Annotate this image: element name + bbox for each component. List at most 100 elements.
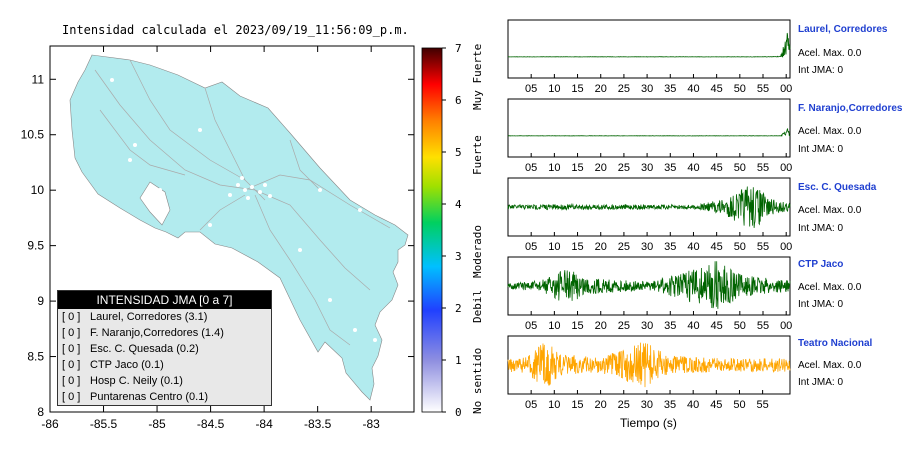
x-axis-label: Tiempo (s) (620, 416, 677, 430)
seismogram-trace (507, 186, 791, 228)
map-x-tick-label: -85 (148, 417, 166, 431)
panel-x-tick-label: 00 (780, 162, 792, 174)
colorbar-gradient (421, 47, 443, 413)
colorbar-tick-label: 6 (455, 94, 462, 107)
colorbar-tick-label: 7 (455, 42, 462, 55)
panel-x-tick-label: 35 (664, 320, 676, 332)
panel-x-tick-label: 45 (711, 320, 723, 332)
panel-x-tick-label: 35 (664, 162, 676, 174)
panel-x-tick-label: 15 (571, 83, 583, 95)
map-y-tick-label: 9 (37, 294, 44, 308)
seismogram-panel: 05 10 15 20 25 30 35 40 45 50 55 00 (507, 177, 792, 253)
panel-x-tick-label: 45 (710, 399, 722, 411)
panel-x-tick-label: 45 (711, 241, 723, 253)
panel-x-tick-label: 50 (734, 83, 746, 95)
panel-x-tick-label: 25 (618, 241, 630, 253)
legend-title: INTENSIDAD JMA [0 a 7] (58, 291, 271, 309)
panel-x-tick-label: 15 (571, 320, 583, 332)
panel-x-tick-label: 55 (757, 162, 769, 174)
map-y-tick-label: 9.5 (27, 239, 44, 253)
panel-int-jma: Int JMA: 0 (798, 223, 844, 234)
panel-acel-max: Acel. Max. 0.0 (798, 126, 862, 137)
panel-x-tick-label: 15 (571, 162, 583, 174)
map-x-tick-label: -84.5 (197, 417, 225, 431)
panel-x-tick-label: 35 (664, 83, 676, 95)
map-x-tick-label: -85.5 (90, 417, 118, 431)
panel-x-tick-label: 25 (618, 399, 630, 411)
panel-x-tick-label: 10 (548, 162, 560, 174)
legend-row: [ 0 ] Laurel, Corredores (3.1) (62, 311, 208, 323)
seismogram-trace (507, 127, 791, 137)
panel-acel-max: Acel. Max. 0.0 (798, 360, 862, 371)
panel-x-tick-label: 30 (641, 83, 653, 95)
legend-row: [ 0 ] Hosp C. Neily (0.1) (62, 375, 183, 387)
panel-x-tick-label: 20 (595, 320, 607, 332)
panel-x-tick-label: 30 (641, 399, 653, 411)
seismogram-trace (507, 261, 791, 309)
panel-x-tick-label: 10 (548, 320, 560, 332)
panel-x-tick-label: 05 (525, 399, 537, 411)
panel-x-tick-label: 15 (571, 241, 583, 253)
panel-x-tick-label: 40 (687, 320, 699, 332)
panel-title: F. Naranjo,Corredores (798, 103, 903, 114)
map-y-tick-label: 10 (31, 183, 45, 197)
panel-x-tick-label: 20 (594, 399, 606, 411)
map-y-tick-label: 8.5 (27, 350, 44, 364)
panel-x-tick-label: 20 (595, 162, 607, 174)
panel-int-jma: Int JMA: 0 (798, 377, 844, 388)
panel-acel-max: Acel. Max. 0.0 (798, 48, 862, 59)
panel-x-tick-label: 10 (548, 241, 560, 253)
colorbar-tick-label: 1 (455, 354, 462, 367)
country-land (69, 54, 409, 401)
panel-x-tick-label: 25 (618, 162, 630, 174)
panel-x-tick-label: 05 (525, 162, 537, 174)
panel-x-tick-label: 00 (780, 241, 792, 253)
panel-x-tick-label: 10 (548, 83, 560, 95)
gulf-nicoya (139, 181, 171, 226)
panel-x-tick-label: 55 (757, 83, 769, 95)
panel-x-tick-label: 35 (664, 399, 676, 411)
panel-x-tick-label: 50 (733, 399, 745, 411)
seismogram-panel: 05 10 15 20 25 30 35 40 45 50 55 00 (507, 19, 792, 95)
panel-x-tick-label: 50 (734, 241, 746, 253)
map-x-tick-label: -86 (41, 417, 59, 431)
panel-int-jma: Int JMA: 0 (798, 65, 844, 76)
legend-row: [ 0 ] Esc. C. Quesada (0.2) (62, 343, 199, 355)
panel-x-tick-label: 35 (664, 241, 676, 253)
map-y-tick-label: 8 (37, 405, 44, 419)
panel-x-tick-label: 10 (548, 399, 560, 411)
seismogram-panel: 05 10 15 20 25 30 35 40 45 50 55 00 (507, 98, 792, 174)
panel-x-tick-label: 05 (525, 320, 537, 332)
panel-x-tick-label: 50 (734, 320, 746, 332)
seismogram-trace (507, 32, 791, 58)
colorbar-tick-label: 0 (455, 406, 462, 419)
legend-row: [ 0 ] Puntarenas Centro (0.1) (62, 391, 209, 403)
panel-x-tick-label: 30 (641, 241, 653, 253)
map-y-tick-label: 11 (32, 72, 45, 86)
panel-x-tick-label: 45 (711, 83, 723, 95)
panel-x-tick-label: 50 (734, 162, 746, 174)
panel-title: CTP Jaco (798, 259, 844, 270)
panel-x-tick-label: 40 (687, 241, 699, 253)
colorbar-ticks: 7 6 5 4 3 2 1 0 (442, 42, 462, 419)
panel-acel-max: Acel. Max. 0.0 (798, 282, 862, 293)
panel-title: Teatro Nacional (798, 338, 873, 349)
map-x-tick-label: -84 (255, 417, 273, 431)
panel-x-tick-label: 20 (595, 241, 607, 253)
panel-x-tick-label: 00 (780, 83, 792, 95)
seismogram-panel: 05 10 15 20 25 30 35 40 45 50 55 (507, 335, 791, 411)
panel-title: Laurel, Corredores (798, 24, 888, 35)
panel-frame (507, 19, 791, 79)
station-dots (110, 78, 377, 342)
panel-x-tick-label: 55 (757, 320, 769, 332)
panel-x-tick-label: 40 (687, 162, 699, 174)
panel-x-tick-label: 40 (687, 83, 699, 95)
panel-int-jma: Int JMA: 0 (798, 144, 844, 155)
seismogram-panel: 05 10 15 20 25 30 35 40 45 50 55 00 (507, 256, 792, 332)
intensity-legend: INTENSIDAD JMA [0 a 7] [ 0 ] Laurel, Corr… (57, 290, 272, 406)
road-network (94, 59, 391, 346)
panel-frame (507, 98, 791, 158)
map-y-tick-label: 10.5 (21, 128, 45, 142)
colorbar-tick-label: 4 (455, 198, 462, 211)
